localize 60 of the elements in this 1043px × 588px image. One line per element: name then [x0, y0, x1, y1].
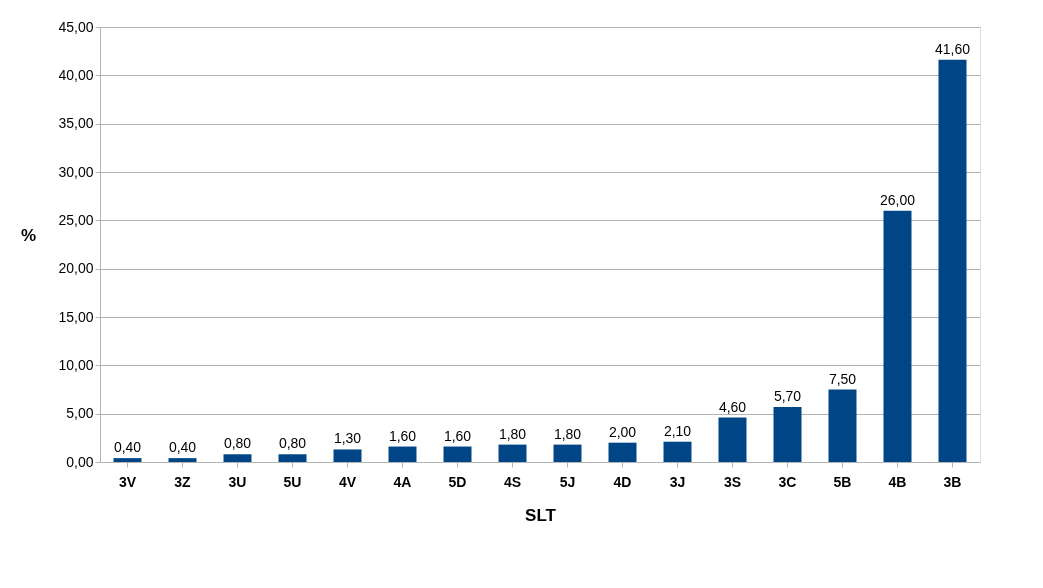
x-tick-label: 4D	[613, 473, 632, 490]
y-tick-label: 10,00	[58, 356, 94, 373]
data-label: 7,50	[828, 370, 857, 387]
data-label: 2,10	[663, 422, 692, 439]
x-tick-label: 4B	[888, 473, 907, 490]
data-label: 0,40	[168, 439, 197, 456]
bar	[498, 444, 527, 462]
data-label: 5,70	[773, 387, 802, 404]
bar	[223, 454, 252, 462]
bar	[663, 441, 692, 462]
x-tick-label: 3Z	[174, 473, 192, 490]
x-axis-title: SLT	[525, 505, 557, 525]
x-tick-label: 5D	[448, 473, 467, 490]
x-tick-label: 3C	[778, 473, 797, 490]
y-tick-label: 5,00	[66, 405, 94, 422]
bar	[938, 59, 967, 462]
y-axis-title: %	[20, 226, 37, 245]
x-tick-label: 5U	[283, 473, 302, 490]
data-label: 0,80	[223, 435, 252, 452]
x-tick-label: 3S	[723, 473, 742, 490]
bar	[718, 417, 747, 462]
data-label: 26,00	[879, 191, 916, 208]
x-tick-label: 5B	[833, 473, 852, 490]
data-label: 4,60	[718, 398, 747, 415]
bar	[168, 458, 197, 462]
x-tick-label: 5J	[559, 473, 576, 490]
y-tick-label: 20,00	[58, 260, 94, 277]
x-tick-label: 4A	[393, 473, 412, 490]
data-label: 1,30	[333, 430, 362, 447]
x-tick-label: 3J	[669, 473, 686, 490]
y-tick-label: 30,00	[58, 163, 94, 180]
bar	[883, 210, 912, 462]
y-tick-label: 0,00	[66, 453, 94, 470]
bar	[443, 446, 472, 462]
data-label: 1,60	[443, 427, 472, 444]
y-tick-label: 35,00	[58, 115, 94, 132]
x-tick-label: 4V	[338, 473, 357, 490]
y-tick-label: 25,00	[58, 211, 94, 228]
data-label: 1,80	[498, 425, 527, 442]
bar	[333, 449, 362, 462]
data-label: 2,00	[608, 423, 637, 440]
bar	[278, 454, 307, 462]
y-tick-label: 40,00	[58, 66, 94, 83]
y-tick-label: 45,00	[58, 18, 94, 35]
data-label: 1,80	[553, 425, 582, 442]
data-label: 41,60	[934, 40, 971, 57]
data-label: 0,40	[113, 439, 142, 456]
bar	[553, 444, 582, 462]
x-tick-label: 3V	[118, 473, 137, 490]
bar	[113, 458, 142, 462]
y-tick-label: 15,00	[58, 308, 94, 325]
x-tick-label: 3B	[943, 473, 962, 490]
bar	[773, 406, 802, 462]
data-label: 0,80	[278, 435, 307, 452]
x-tick-label: 4S	[503, 473, 522, 490]
x-tick-label: 3U	[228, 473, 247, 490]
bar	[388, 446, 417, 462]
bar	[608, 442, 637, 462]
bar	[828, 389, 857, 462]
data-label: 1,60	[388, 427, 417, 444]
